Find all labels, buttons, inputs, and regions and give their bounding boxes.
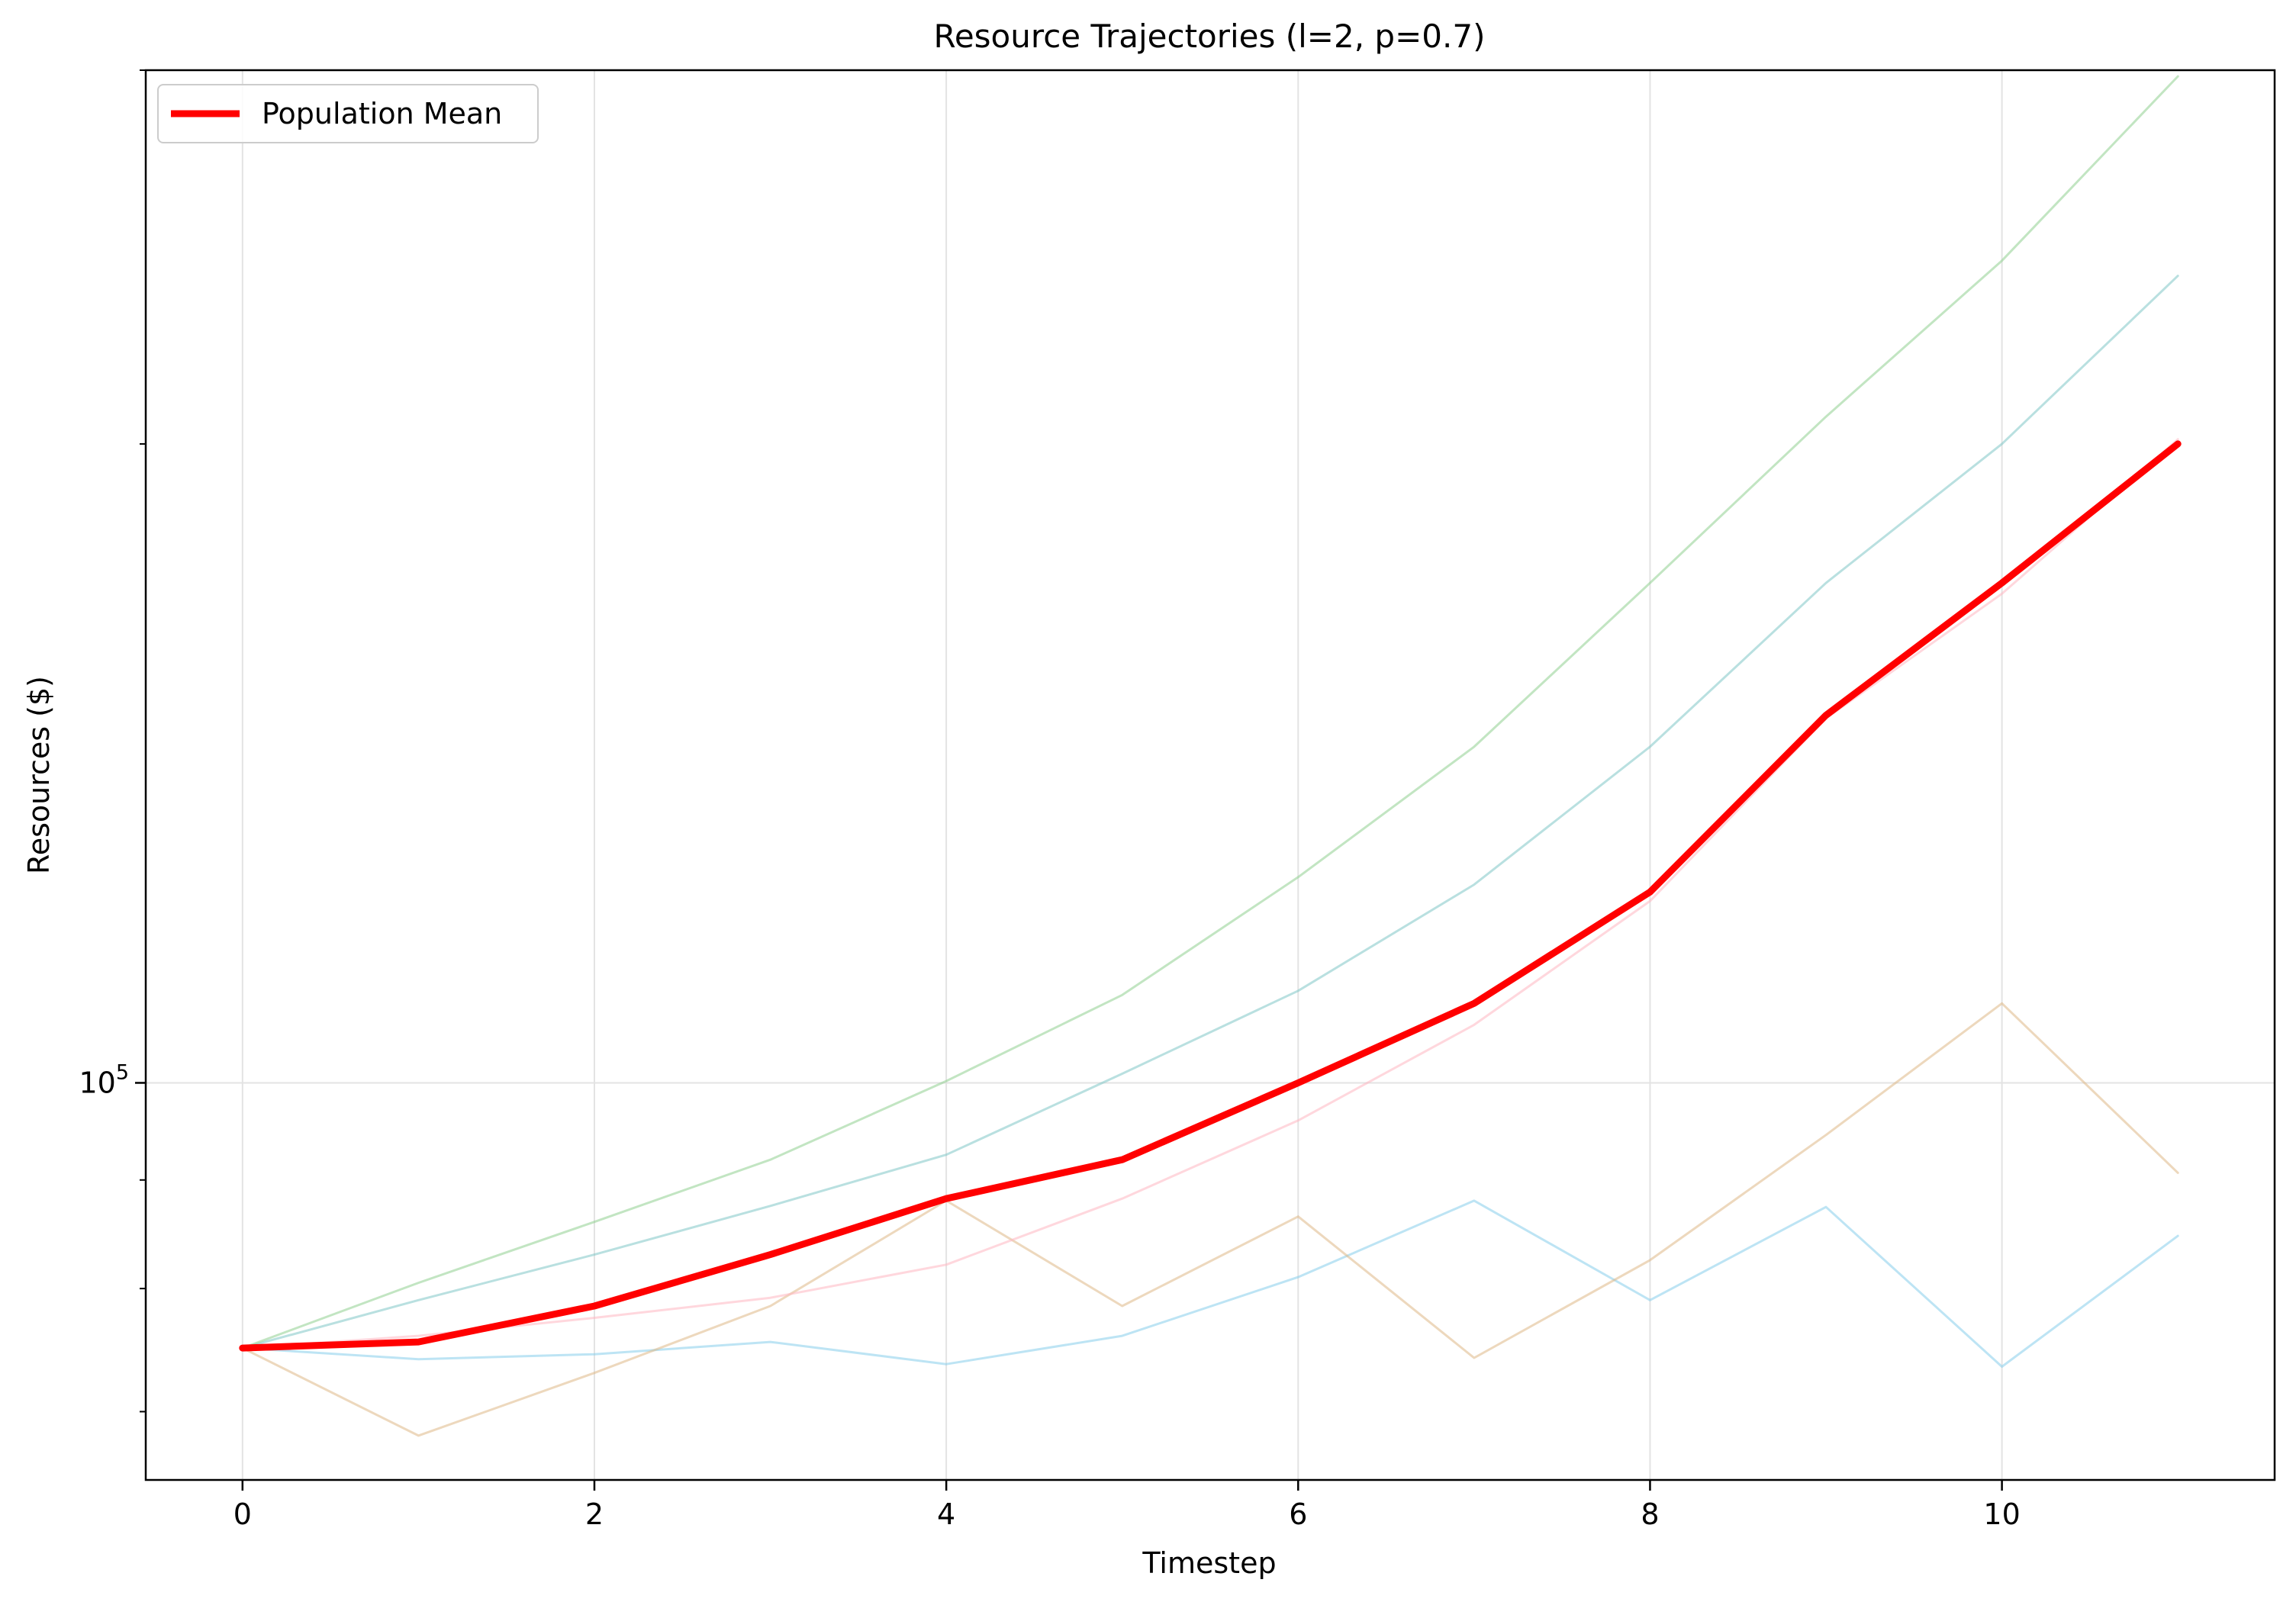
x-tick-label: 8 [1641,1497,1659,1531]
x-axis: 0 2 4 6 8 10 [233,1480,2021,1531]
y-axis: 105 [79,69,146,1413]
series-line-individual-3 [241,438,2179,1349]
grid-layer [146,70,2275,1480]
series-line-individual-1 [241,1199,2179,1368]
chart-title: Resource Trajectories (l=2, p=0.7) [934,18,1486,55]
legend-label-population-mean: Population Mean [262,97,502,130]
x-tick-label: 2 [585,1497,604,1531]
series-line-individual-4 [241,275,2179,1349]
x-tick-label: 4 [937,1497,955,1531]
plot-frame [144,69,2276,1481]
series-line-individual-5 [241,75,2179,1349]
y-axis-label: Resources ($) [22,676,56,874]
x-tick-label: 6 [1289,1497,1307,1531]
x-tick-label: 10 [1983,1497,2020,1531]
series-layer [239,75,2182,1437]
legend: Population Mean [157,84,539,143]
legend-frame [157,84,539,143]
series-line-population-mean [239,440,2182,1352]
x-axis-label: Timestep [1142,1546,1276,1580]
x-tick-label: 0 [233,1497,252,1531]
series-line-individual-2 [241,1002,2179,1437]
y-tick-label: 105 [79,1060,129,1099]
